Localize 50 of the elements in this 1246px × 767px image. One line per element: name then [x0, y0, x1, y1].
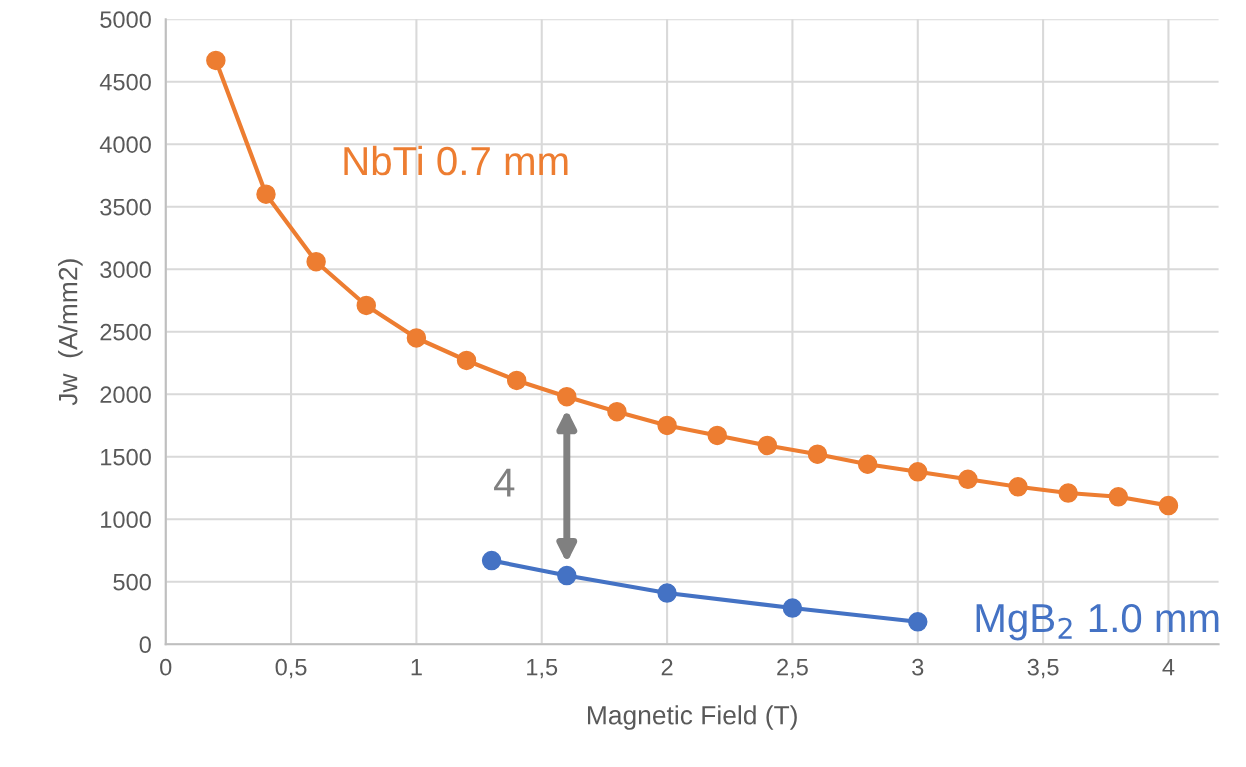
point — [456, 350, 477, 371]
point — [481, 550, 502, 571]
point — [256, 184, 276, 204]
y-tick-label: 2500 — [100, 323, 151, 341]
point — [557, 565, 577, 586]
x-tick-label: 3,5 — [1027, 658, 1059, 679]
x-tick-label: 1 — [411, 659, 422, 676]
y-tick-label: 1500 — [101, 448, 151, 466]
y-tick-label: 4500 — [99, 73, 151, 91]
y-tick-label: 3000 — [100, 261, 151, 278]
point — [757, 435, 778, 456]
point — [206, 50, 226, 71]
annotation: 4 — [494, 468, 515, 497]
x-tick-label: 2,5 — [777, 658, 808, 679]
point — [807, 444, 828, 464]
series-label: MgB$_{2}$ 1.0 mm — [976, 603, 1219, 641]
point — [1058, 483, 1078, 503]
point — [607, 402, 627, 422]
x-axis-title: Magnetic Field (T) — [588, 705, 797, 730]
point — [557, 387, 577, 407]
y-tick-label: 5000 — [100, 11, 151, 28]
point — [356, 295, 376, 316]
y-tick-label: 2000 — [100, 386, 151, 404]
series-label: NbTi 0.7 mm — [344, 145, 568, 176]
point — [306, 251, 326, 272]
point — [707, 425, 727, 446]
point — [657, 583, 677, 603]
x-tick-label: 4 — [1162, 659, 1175, 676]
point — [506, 370, 527, 391]
x-tick-label: 0 — [160, 658, 172, 676]
point — [1008, 477, 1028, 497]
x-tick-label: 3 — [912, 658, 924, 676]
y-tick-label: 4000 — [99, 136, 151, 153]
point — [782, 598, 803, 618]
point — [657, 415, 677, 436]
point — [908, 462, 928, 482]
x-tick-label: 1,5 — [527, 659, 558, 679]
x-tick-label: 2 — [661, 658, 673, 676]
point — [1108, 487, 1129, 507]
point — [908, 612, 928, 632]
y-tick-label: 0 — [139, 636, 151, 654]
point — [958, 469, 978, 489]
point — [1158, 495, 1179, 516]
y-tick-label: 3500 — [100, 198, 151, 216]
y-tick-label: 1000 — [101, 511, 151, 529]
point — [406, 328, 427, 348]
point — [857, 454, 878, 474]
y-axis-title: Jw (A/mm2) — [58, 259, 83, 406]
x-tick-label: 0,5 — [275, 658, 307, 679]
y-tick-label: 500 — [113, 573, 151, 591]
